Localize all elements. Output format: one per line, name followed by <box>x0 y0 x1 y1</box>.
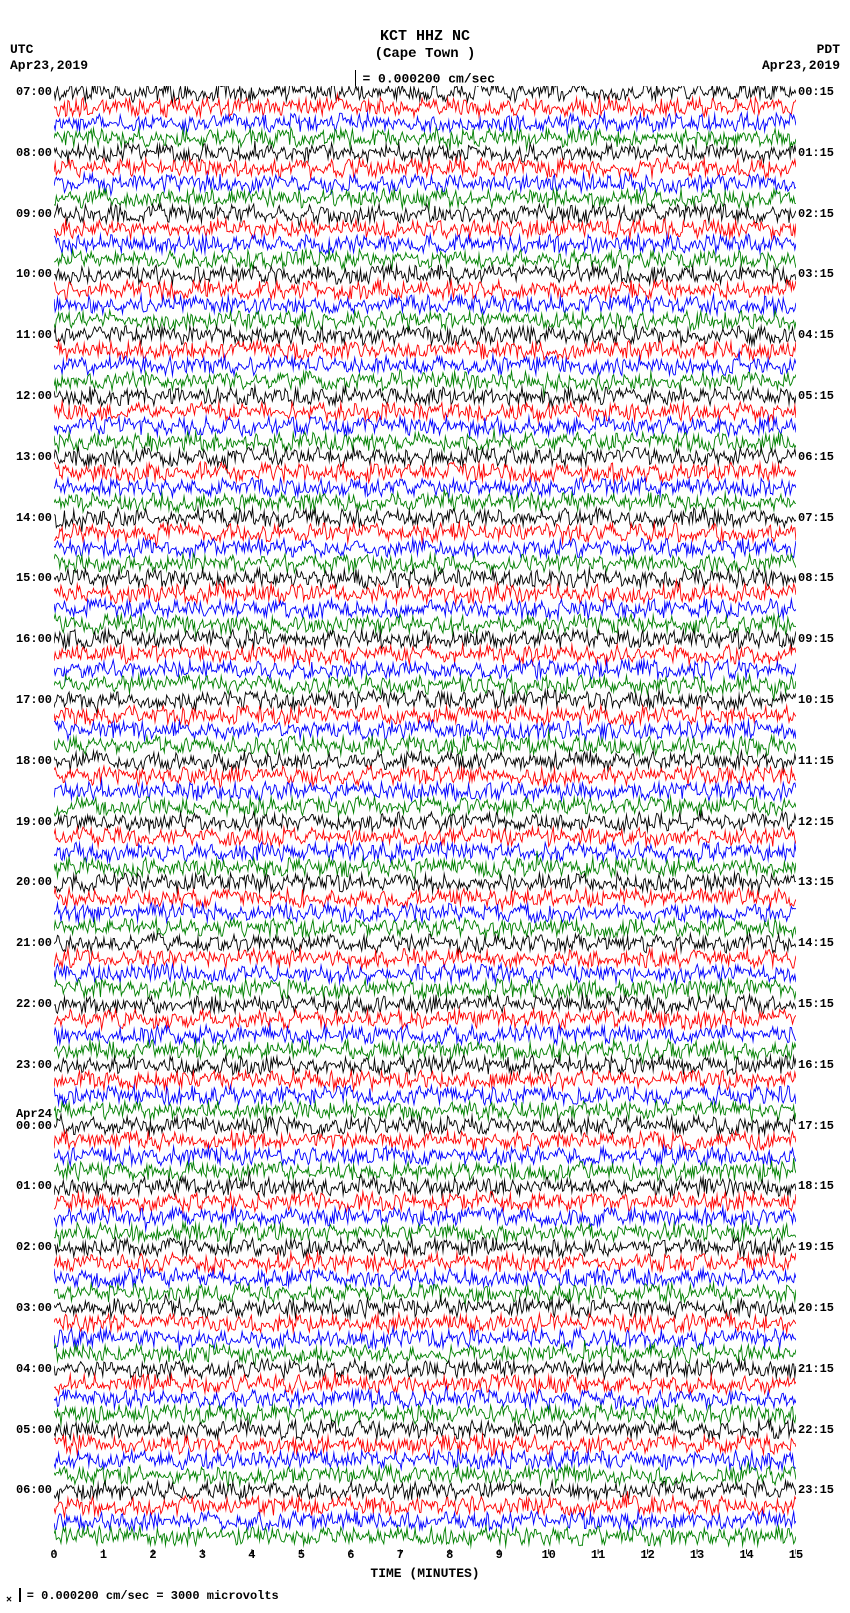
station-location: (Cape Town ) <box>0 46 850 63</box>
footer-bar-icon <box>19 1588 21 1602</box>
x-tick: 13 <box>690 1548 704 1562</box>
x-tick: 3 <box>199 1548 206 1562</box>
pdt-time-label: 14:15 <box>798 937 842 949</box>
station-code: KCT HHZ NC <box>0 28 850 46</box>
utc-time-label: 23:00 <box>8 1059 52 1071</box>
pdt-time-label: 15:15 <box>798 998 842 1010</box>
scale-bar-icon <box>355 70 357 86</box>
utc-time-label: 07:00 <box>8 86 52 98</box>
utc-time-label: 18:00 <box>8 755 52 767</box>
pdt-time-labels: 00:15 01:15 02:15 03:15 04:15 05:15 06:15 07:15… <box>798 86 842 1546</box>
pdt-header: PDT Apr23,2019 <box>762 42 840 73</box>
utc-time-label: 02:00 <box>8 1241 52 1253</box>
helicorder-figure: KCT HHZ NC (Cape Town ) = 0.000200 cm/se… <box>0 0 850 1613</box>
utc-time-label: 04:00 <box>8 1363 52 1375</box>
x-tick: 9 <box>496 1548 503 1562</box>
utc-time-label: 01:00 <box>8 1180 52 1192</box>
utc-time-label: 05:00 <box>8 1424 52 1436</box>
scale-indicator: = 0.000200 cm/sec <box>0 71 850 87</box>
utc-time-label: 20:00 <box>8 876 52 888</box>
x-tick: 0 <box>50 1548 57 1562</box>
footer-text: = 0.000200 cm/sec = 3000 microvolts <box>27 1590 279 1604</box>
x-tick: 14 <box>739 1548 753 1562</box>
utc-time-label: 06:00 <box>8 1484 52 1496</box>
pdt-time-label: 05:15 <box>798 390 842 402</box>
pdt-time-label: 18:15 <box>798 1180 842 1192</box>
scale-text: = 0.000200 cm/sec <box>362 71 495 86</box>
plot-area <box>54 86 796 1546</box>
pdt-time-label: 04:15 <box>798 329 842 341</box>
x-tick: 6 <box>347 1548 354 1562</box>
utc-time-label: 15:00 <box>8 572 52 584</box>
pdt-time-label: 22:15 <box>798 1424 842 1436</box>
seismogram-canvas <box>54 86 796 1555</box>
pdt-time-label: 02:15 <box>798 208 842 220</box>
pdt-time-label: 03:15 <box>798 268 842 280</box>
x-tick: 4 <box>248 1548 255 1562</box>
pdt-time-label: 12:15 <box>798 816 842 828</box>
pdt-time-label: 01:15 <box>798 147 842 159</box>
pdt-time-label: 16:15 <box>798 1059 842 1071</box>
tz-right-label: PDT <box>762 42 840 58</box>
pdt-time-label: 07:15 <box>798 512 842 524</box>
pdt-time-label: 19:15 <box>798 1241 842 1253</box>
x-tick: 8 <box>446 1548 453 1562</box>
utc-time-label: 12:00 <box>8 390 52 402</box>
x-tick: 10 <box>541 1548 555 1562</box>
utc-time-label: 22:00 <box>8 998 52 1010</box>
x-tick: 2 <box>149 1548 156 1562</box>
pdt-time-label: 06:15 <box>798 451 842 463</box>
x-tick: 5 <box>298 1548 305 1562</box>
utc-time-label: 14:00 <box>8 512 52 524</box>
pdt-time-label: 08:15 <box>798 572 842 584</box>
utc-time-label: 19:00 <box>8 816 52 828</box>
utc-time-label: 08:00 <box>8 147 52 159</box>
footer-scale: × = 0.000200 cm/sec = 3000 microvolts <box>6 1589 279 1607</box>
utc-time-label: 03:00 <box>8 1302 52 1314</box>
utc-time-label: 10:00 <box>8 268 52 280</box>
pdt-time-label: 11:15 <box>798 755 842 767</box>
pdt-time-label: 23:15 <box>798 1484 842 1496</box>
utc-time-label: Apr24 00:00 <box>8 1108 52 1132</box>
pdt-time-label: 20:15 <box>798 1302 842 1314</box>
header: KCT HHZ NC (Cape Town ) <box>0 0 850 63</box>
utc-time-label: 17:00 <box>8 694 52 706</box>
pdt-time-label: 21:15 <box>798 1363 842 1375</box>
utc-header: UTC Apr23,2019 <box>10 42 88 73</box>
x-tick: 12 <box>640 1548 654 1562</box>
x-tick: 15 <box>789 1548 803 1562</box>
pdt-time-label: 00:15 <box>798 86 842 98</box>
utc-time-labels: 07:00 08:00 09:00 10:00 11:00 12:00 13:00 14:00… <box>8 86 52 1546</box>
pdt-time-label: 13:15 <box>798 876 842 888</box>
date-right-label: Apr23,2019 <box>762 58 840 74</box>
x-axis-label: TIME (MINUTES) <box>54 1566 796 1581</box>
x-tick: 1 <box>100 1548 107 1562</box>
tz-left-label: UTC <box>10 42 88 58</box>
utc-time-label: 11:00 <box>8 329 52 341</box>
x-tick: 11 <box>591 1548 605 1562</box>
x-tick: 7 <box>397 1548 404 1562</box>
utc-time-label: 09:00 <box>8 208 52 220</box>
date-left-label: Apr23,2019 <box>10 58 88 74</box>
pdt-time-label: 10:15 <box>798 694 842 706</box>
utc-time-label: 21:00 <box>8 937 52 949</box>
utc-time-label: 16:00 <box>8 633 52 645</box>
pdt-time-label: 09:15 <box>798 633 842 645</box>
utc-time-label: 13:00 <box>8 451 52 463</box>
pdt-time-label: 17:15 <box>798 1120 842 1132</box>
footer-sub-icon: × <box>6 1596 12 1607</box>
